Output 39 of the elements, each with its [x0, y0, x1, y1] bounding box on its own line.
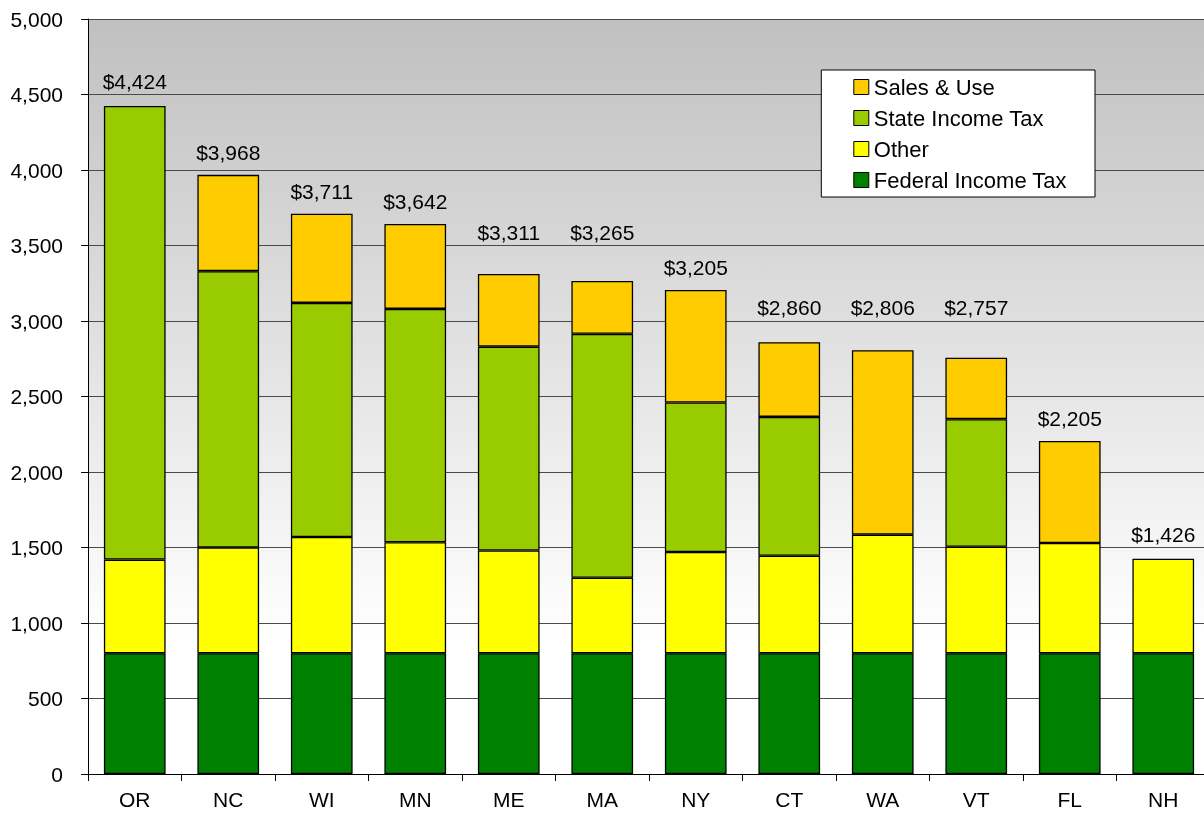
total-label: $1,426 [1131, 522, 1196, 546]
y-tick-label: 1,000 [10, 611, 63, 635]
total-label: $3,711 [290, 179, 354, 203]
legend-label: State Income Tax [873, 105, 1044, 131]
y-tick-label: 4,000 [10, 158, 63, 182]
x-tick-label: CT [775, 788, 804, 811]
total-label: $3,205 [663, 256, 728, 280]
total-label: $2,757 [944, 296, 1009, 319]
y-tick-label: 500 [27, 687, 63, 710]
legend-label: Sales & Use [873, 74, 995, 100]
legend-label: Federal Income Tax [873, 167, 1067, 193]
x-tick-label: VT [962, 788, 990, 811]
y-tick-label: 1,500 [10, 536, 63, 559]
x-tick-label: FL [1057, 788, 1083, 811]
total-label: $2,806 [850, 296, 915, 319]
y-tick-label: 2,000 [10, 460, 63, 484]
y-tick-label: 4,500 [10, 83, 63, 106]
total-label: $3,311 [477, 220, 541, 244]
y-tick-label: 3,500 [10, 234, 63, 257]
y-tick-label: 0 [51, 762, 63, 786]
x-tick-label: WI [308, 788, 335, 811]
x-tick-label: NC [213, 788, 244, 811]
x-tick-label: MA [586, 788, 618, 811]
x-tick-label: MN [398, 788, 432, 811]
total-label: $3,642 [383, 190, 448, 214]
x-tick-label: OR [119, 788, 151, 811]
total-label: $4,424 [102, 69, 168, 93]
y-tick-label: 5,000 [10, 7, 63, 31]
total-label: $3,265 [570, 220, 635, 244]
total-label: $2,205 [1037, 407, 1102, 431]
x-tick-label: WA [866, 788, 900, 811]
y-tick-label: 3,000 [10, 309, 63, 333]
y-tick-label: 2,500 [10, 385, 63, 408]
x-tick-label: NH [1148, 788, 1179, 811]
legend-label: Other [873, 136, 929, 162]
total-label: $2,860 [757, 296, 822, 319]
total-label: $3,968 [196, 140, 261, 164]
x-tick-label: ME [493, 788, 525, 811]
x-tick-label: NY [681, 788, 711, 811]
